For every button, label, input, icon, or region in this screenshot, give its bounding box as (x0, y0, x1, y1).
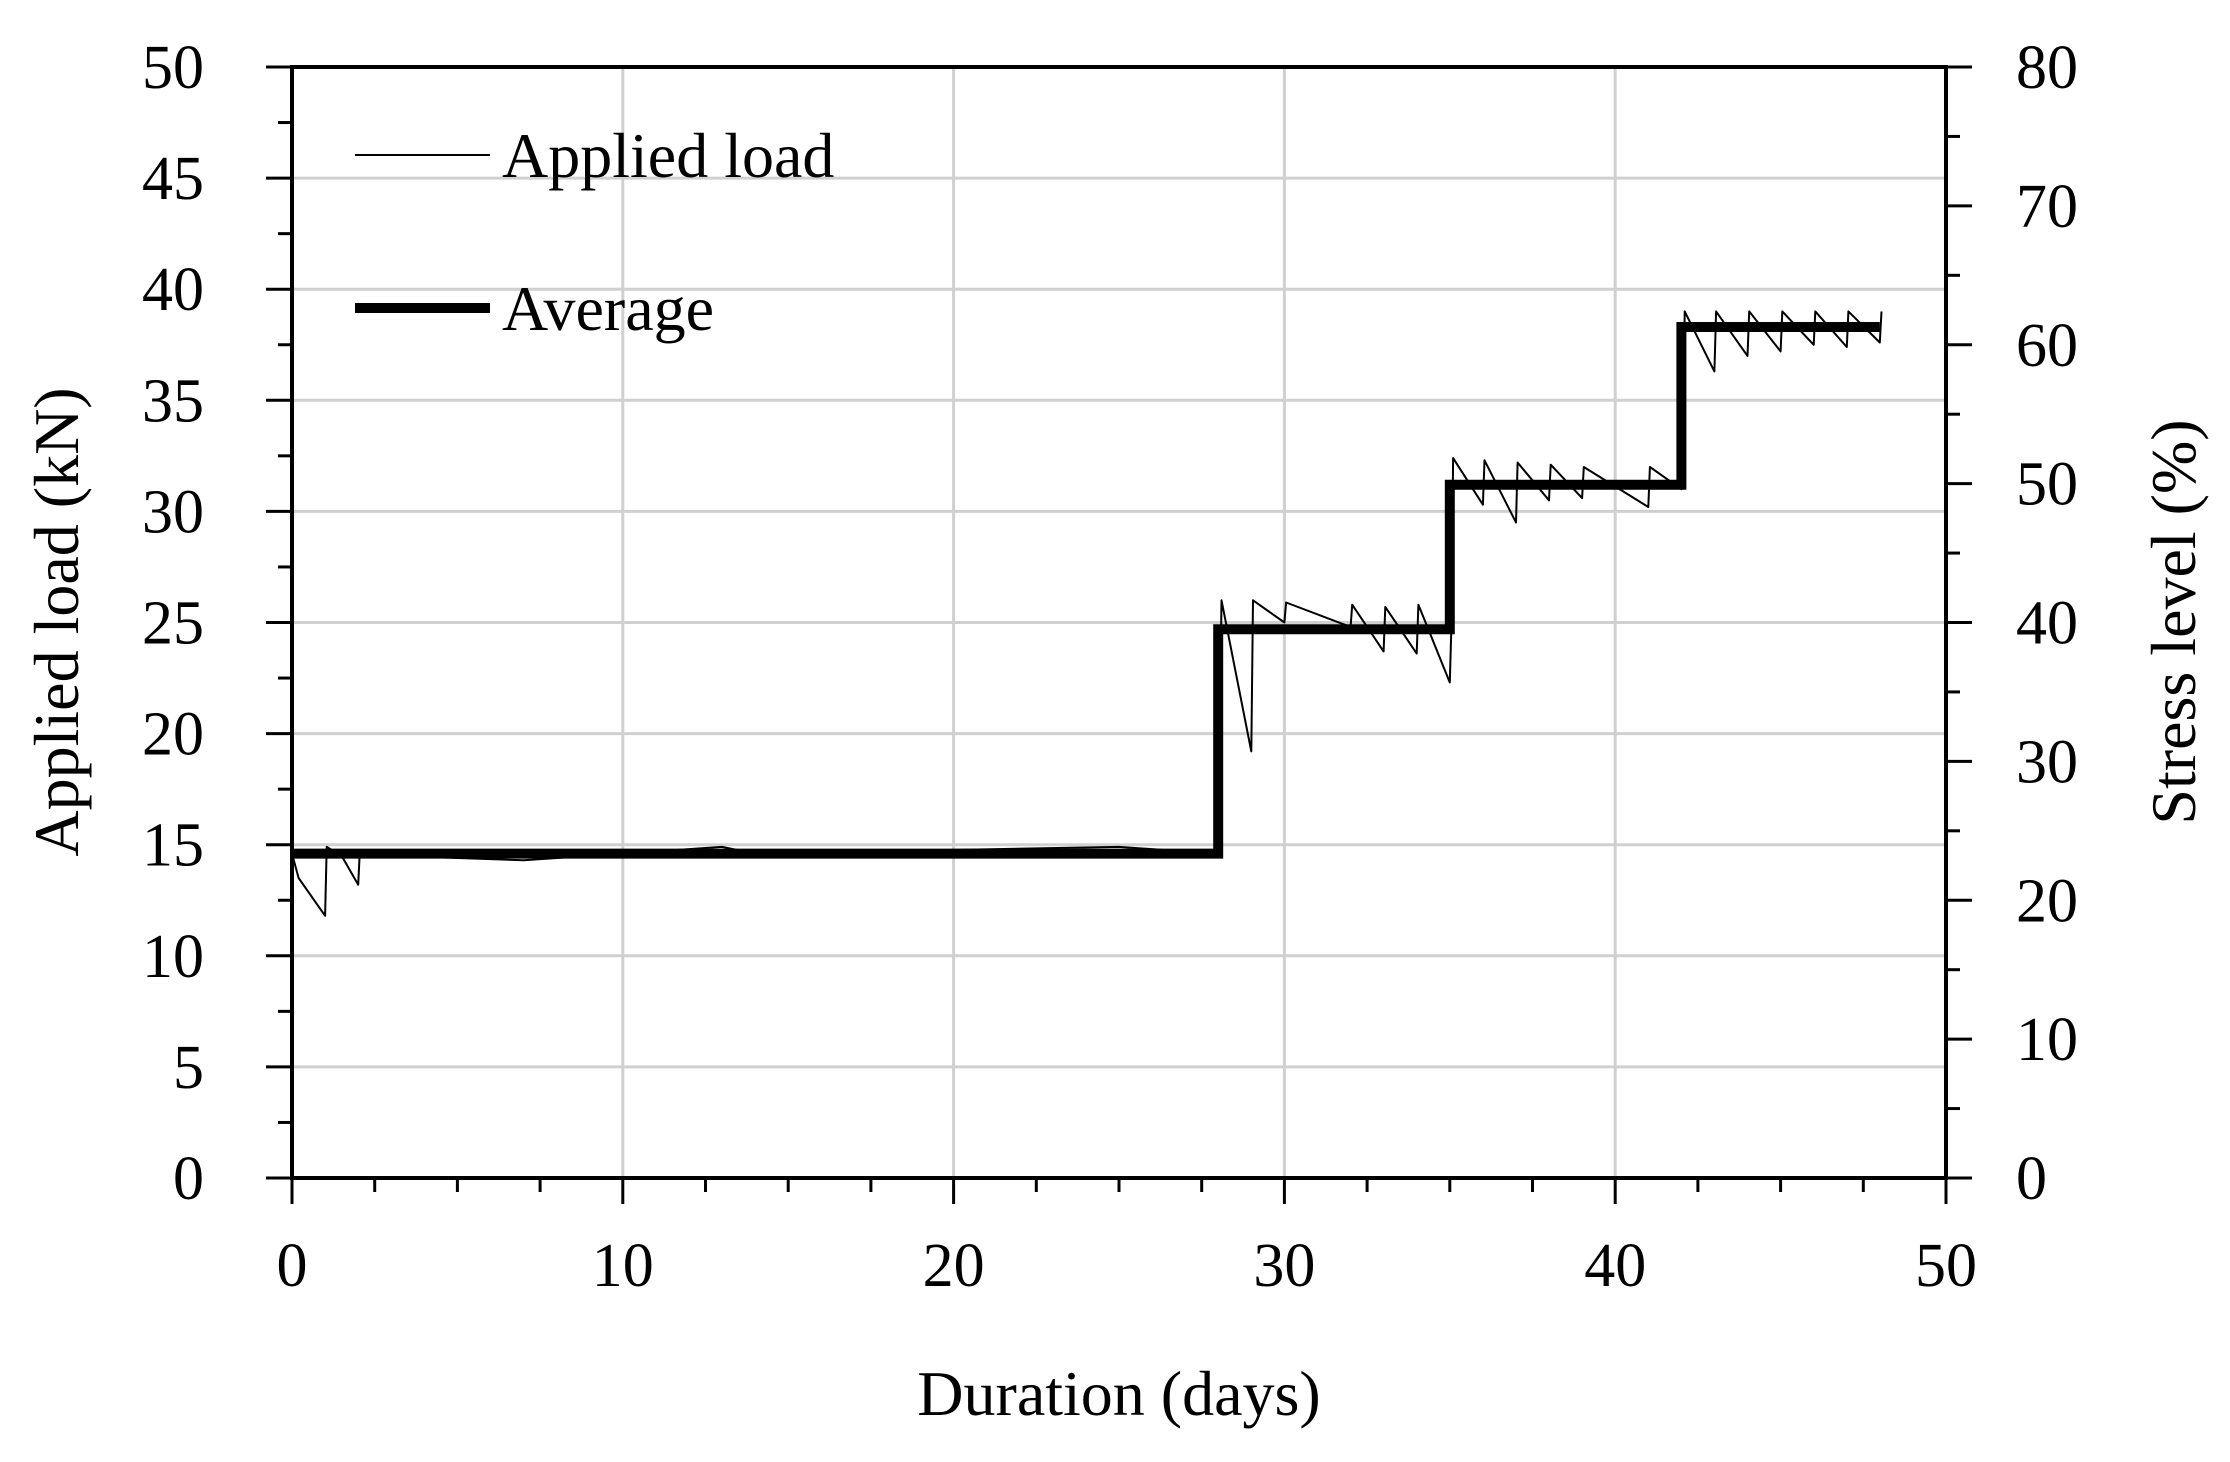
y2-tick-labels: 0 10 20 30 40 50 60 70 80 (2016, 34, 2078, 1213)
y2-axis-title: Stress level (%) (2138, 419, 2209, 824)
legend: Applied load Average (355, 120, 834, 344)
y2-tick-label: 20 (2016, 867, 2078, 935)
x-tick-label: 0 (277, 1232, 308, 1300)
y-tick-label: 0 (173, 1145, 204, 1213)
y-tick-label: 40 (142, 256, 204, 324)
y-tick-label: 50 (142, 34, 204, 102)
y2-tick-label: 0 (2016, 1145, 2047, 1213)
x-tick-label: 40 (1584, 1232, 1646, 1300)
legend-label-applied-load: Applied load (502, 120, 834, 191)
y-tick-label: 30 (142, 478, 204, 546)
x-tick-label: 10 (592, 1232, 654, 1300)
x-tick-label: 50 (1915, 1232, 1977, 1300)
y-tick-label: 45 (142, 145, 204, 213)
grid (292, 67, 1946, 1178)
y2-tick-label: 70 (2016, 173, 2078, 241)
series-layer (291, 310, 1883, 917)
legend-label-average: Average (502, 273, 714, 344)
x-tick-label: 30 (1253, 1232, 1315, 1300)
x-axis-title: Duration (days) (917, 1358, 1320, 1429)
y2-tick-label: 40 (2016, 590, 2078, 658)
y2-tick-label: 60 (2016, 312, 2078, 380)
y2-tick-label: 50 (2016, 451, 2078, 519)
x-tick-label: 20 (923, 1232, 985, 1300)
y2-tick-label: 80 (2016, 34, 2078, 102)
y-tick-label: 25 (142, 590, 204, 658)
y-tick-label: 35 (142, 367, 204, 435)
series-average-line (292, 322, 1880, 859)
y-axis-title: Applied load (kN) (21, 387, 92, 856)
x-tick-labels: 0 10 20 30 40 50 (277, 1232, 1978, 1300)
y-tick-label: 15 (142, 812, 204, 880)
plot-frame (290, 65, 1948, 1180)
y-tick-label: 20 (142, 701, 204, 769)
y-tick-label: 10 (142, 923, 204, 991)
y-tick-label: 5 (173, 1034, 204, 1102)
y2-tick-label: 30 (2016, 728, 2078, 796)
minor-ticks (266, 65, 1972, 1204)
y2-tick-label: 10 (2016, 1006, 2078, 1074)
y-tick-labels: 0 5 10 15 20 25 30 35 40 45 50 (142, 34, 204, 1213)
